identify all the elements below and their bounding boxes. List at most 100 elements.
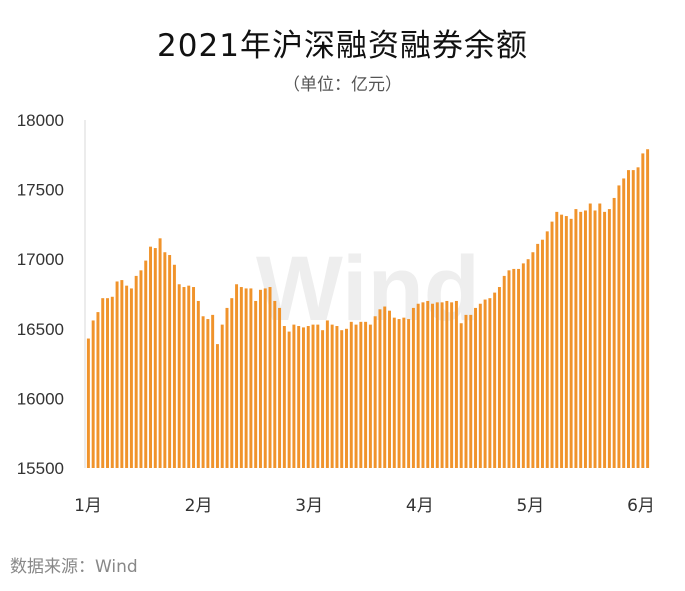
bar bbox=[540, 239, 544, 468]
bar bbox=[349, 321, 353, 468]
x-tick-label: 2月 bbox=[185, 496, 213, 516]
source-note: 数据来源：Wind bbox=[10, 557, 138, 577]
y-axis: 15500 16000 16500 17000 17500 18000 bbox=[17, 111, 64, 478]
bar bbox=[287, 331, 291, 468]
bar bbox=[564, 216, 568, 468]
bar bbox=[378, 309, 382, 468]
bar bbox=[153, 248, 157, 468]
bar bbox=[201, 316, 205, 468]
bar bbox=[617, 185, 621, 469]
bar bbox=[101, 298, 105, 468]
bar bbox=[321, 330, 325, 468]
bar bbox=[488, 298, 492, 468]
bar bbox=[383, 306, 387, 468]
bar bbox=[464, 314, 468, 468]
bar bbox=[636, 167, 640, 468]
bar bbox=[493, 292, 497, 468]
bar bbox=[91, 320, 95, 468]
bar bbox=[301, 327, 305, 468]
bar bbox=[622, 178, 626, 468]
bar bbox=[139, 270, 143, 468]
bar bbox=[86, 338, 90, 468]
x-axis: 1月 2月 3月 4月 5月 6月 bbox=[74, 496, 655, 516]
bar bbox=[583, 210, 587, 469]
bar bbox=[431, 303, 434, 468]
bar bbox=[469, 314, 473, 468]
y-tick-label: 16000 bbox=[17, 389, 64, 408]
x-tick-label: 5月 bbox=[516, 496, 544, 516]
bar bbox=[115, 281, 119, 468]
bar bbox=[435, 302, 439, 468]
bar bbox=[297, 326, 301, 468]
bar bbox=[144, 260, 148, 468]
y-tick-label: 17000 bbox=[17, 250, 64, 269]
bar bbox=[641, 153, 645, 468]
bar bbox=[225, 307, 229, 468]
bar bbox=[244, 288, 248, 468]
bar bbox=[177, 284, 181, 468]
bar bbox=[106, 298, 109, 468]
bar bbox=[254, 300, 258, 468]
bar bbox=[407, 319, 411, 468]
bar bbox=[478, 303, 482, 468]
bar bbox=[182, 287, 186, 468]
bar bbox=[206, 319, 210, 468]
bar bbox=[402, 317, 406, 468]
x-tick-label: 3月 bbox=[295, 496, 323, 516]
bar bbox=[440, 302, 444, 468]
bar bbox=[536, 243, 540, 468]
bar bbox=[340, 330, 344, 468]
bar bbox=[268, 287, 272, 468]
bar bbox=[345, 328, 348, 468]
bar bbox=[163, 252, 167, 468]
bar bbox=[192, 287, 196, 468]
bar bbox=[368, 324, 372, 468]
bar bbox=[172, 264, 176, 468]
bar bbox=[531, 252, 535, 468]
bar bbox=[627, 170, 630, 469]
bar bbox=[598, 203, 602, 468]
bar bbox=[459, 323, 463, 468]
bar bbox=[335, 326, 339, 468]
bar bbox=[110, 296, 114, 468]
bar bbox=[354, 324, 358, 468]
bar bbox=[512, 268, 516, 468]
bar bbox=[364, 321, 368, 468]
y-tick-label: 15500 bbox=[17, 459, 64, 478]
bar bbox=[129, 288, 133, 468]
bar bbox=[258, 289, 262, 468]
bar bbox=[316, 324, 320, 468]
bar bbox=[220, 324, 224, 468]
bar bbox=[607, 209, 611, 468]
bar bbox=[631, 170, 635, 469]
x-tick-label: 1月 bbox=[74, 496, 102, 516]
bar bbox=[612, 197, 616, 468]
bar bbox=[292, 324, 296, 468]
bar bbox=[187, 285, 191, 468]
bar bbox=[388, 310, 391, 468]
bar bbox=[646, 149, 650, 469]
bar bbox=[588, 203, 592, 468]
y-tick-label: 17500 bbox=[17, 181, 64, 200]
bar bbox=[359, 321, 363, 468]
bar bbox=[454, 300, 458, 468]
bar bbox=[517, 268, 521, 468]
y-tick-label: 18000 bbox=[17, 111, 64, 130]
bar bbox=[593, 210, 597, 469]
bar bbox=[196, 300, 200, 468]
bar bbox=[579, 211, 583, 468]
bar bbox=[158, 238, 162, 468]
bar bbox=[149, 246, 152, 468]
bar bbox=[550, 221, 554, 468]
bar bbox=[502, 275, 506, 468]
x-tick-label: 6月 bbox=[627, 496, 655, 516]
bar bbox=[483, 299, 487, 468]
bar bbox=[330, 324, 334, 468]
bar bbox=[445, 300, 449, 468]
bar bbox=[215, 344, 219, 468]
bar bbox=[416, 303, 420, 468]
bar bbox=[125, 285, 129, 468]
bar bbox=[239, 287, 243, 468]
bar bbox=[426, 300, 430, 468]
